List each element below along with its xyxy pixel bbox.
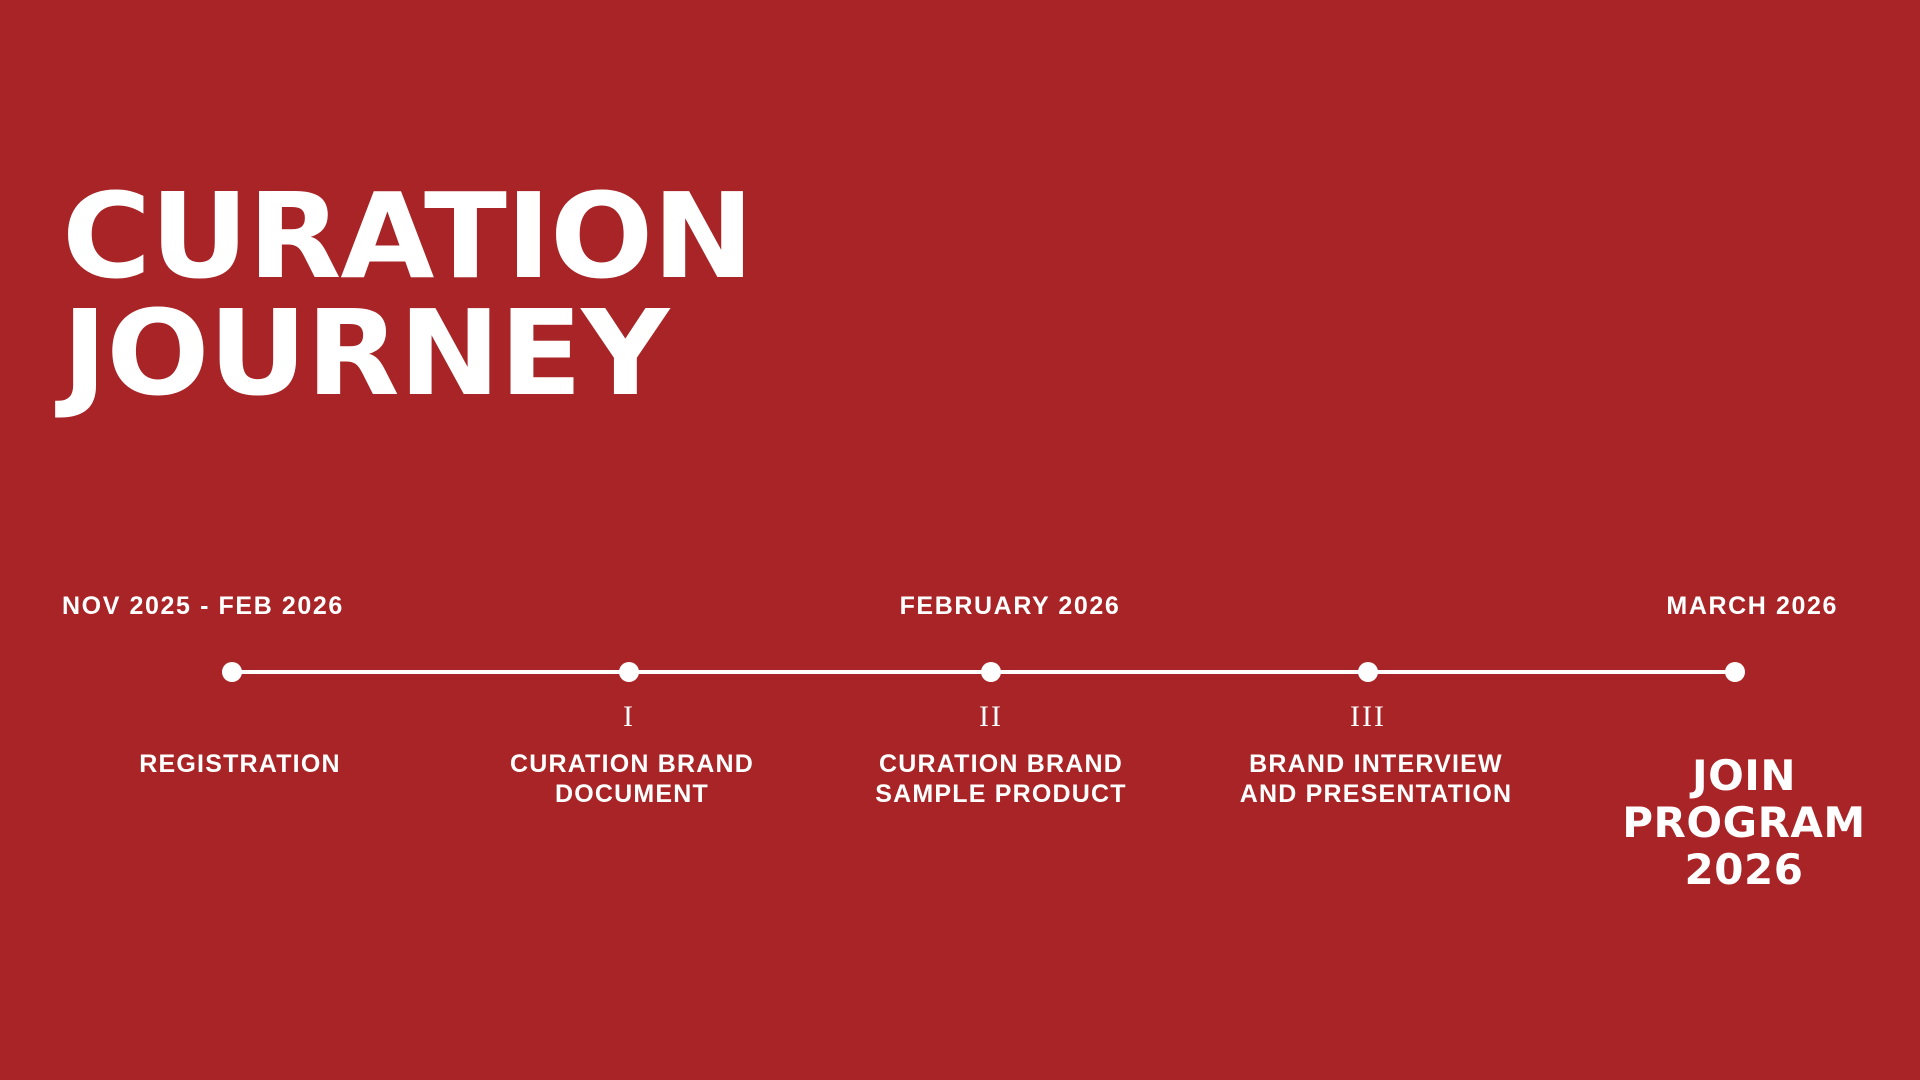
page-title: CURATION JOURNEY xyxy=(62,177,962,412)
timeline-step-numeral: I xyxy=(623,700,635,733)
timeline-date-label: FEBRUARY 2026 xyxy=(899,592,1121,620)
title-line-2: JOURNEY xyxy=(62,283,669,422)
timeline-node-dot[interactable] xyxy=(1725,662,1745,682)
timeline-step-label: REGISTRATION xyxy=(139,750,341,778)
title-line-1: CURATION xyxy=(62,167,754,305)
timeline-step-numeral: III xyxy=(1350,700,1386,733)
timeline-step-label: CURATION BRAND DOCUMENT xyxy=(509,750,755,808)
timeline-date-label: NOV 2025 - FEB 2026 xyxy=(62,592,344,620)
timeline-step-label: BRAND INTERVIEW AND PRESENTATION xyxy=(1239,750,1513,808)
timeline-node-dot[interactable] xyxy=(619,662,639,682)
join-program-callout: JOIN PROGRAM 2026 xyxy=(1622,751,1866,895)
timeline-date-label: MARCH 2026 xyxy=(1666,592,1838,620)
timeline-node-dot[interactable] xyxy=(981,662,1001,682)
timeline-step-label: CURATION BRAND SAMPLE PRODUCT xyxy=(875,750,1127,808)
timeline-node-dot[interactable] xyxy=(222,662,242,682)
timeline-node-dot[interactable] xyxy=(1358,662,1378,682)
timeline-step-numeral: II xyxy=(979,700,1003,733)
